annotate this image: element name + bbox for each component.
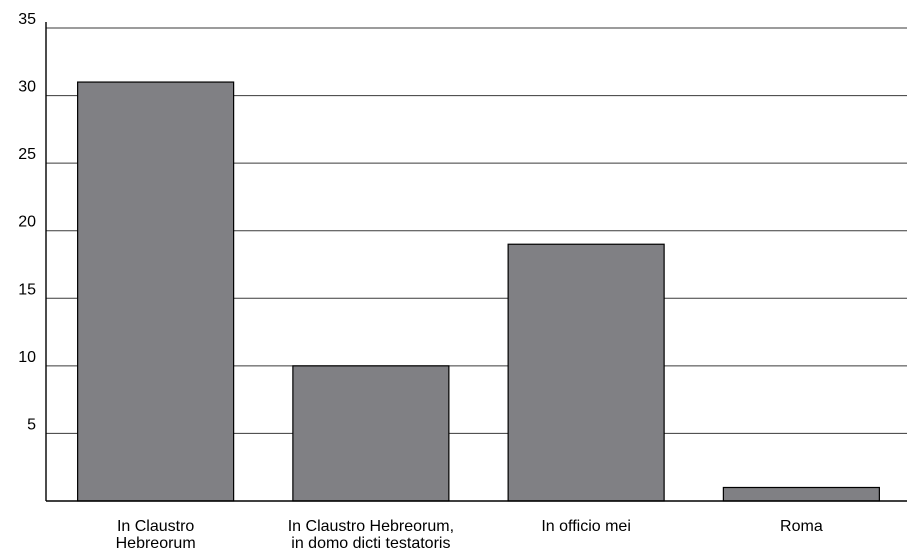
bars [77,81,880,502]
y-tick-label: 20 [18,214,36,231]
y-tick-label: 10 [18,349,36,366]
y-axis-ticks: 5 10 15 20 25 30 35 [18,11,36,433]
bar-4 [722,486,880,502]
bar-3 [507,243,665,502]
x-tick-label: in domo dicti testatoris [291,535,450,552]
y-tick-label: 25 [18,146,36,163]
y-tick-label: 30 [18,79,36,96]
y-tick-label: 35 [18,11,36,28]
x-tick-label: In Claustro [117,518,194,535]
x-tick-label: In officio mei [541,518,631,535]
x-tick-label: Hebreorum [116,535,196,552]
bar-1 [77,81,235,502]
bar-2 [292,365,450,502]
y-tick-label: 15 [18,281,36,298]
x-tick-label: In Claustro Hebreorum, [288,518,454,535]
y-tick-label: 5 [27,416,36,433]
x-tick-label: Roma [780,518,823,535]
